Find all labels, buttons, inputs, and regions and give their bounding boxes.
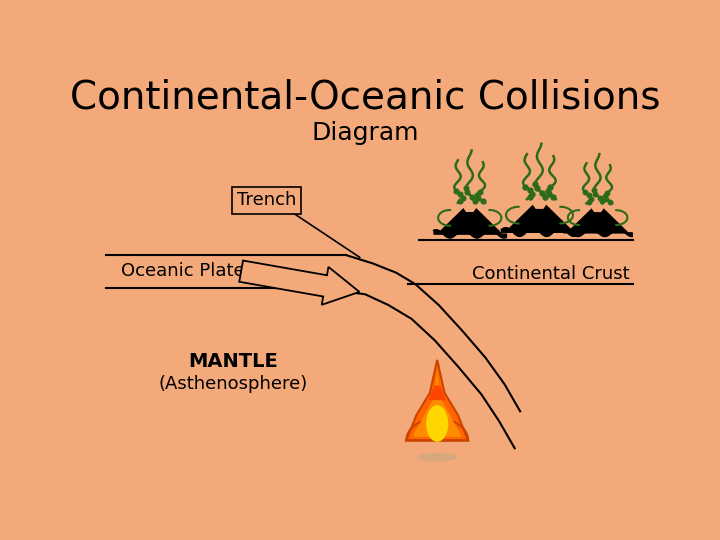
Polygon shape: [461, 203, 479, 211]
Text: MANTLE: MANTLE: [189, 352, 278, 371]
Polygon shape: [506, 199, 573, 232]
Text: Continental Crust: Continental Crust: [472, 265, 630, 284]
Polygon shape: [414, 371, 461, 437]
Text: Diagram: Diagram: [311, 120, 419, 145]
Polygon shape: [406, 360, 468, 440]
Polygon shape: [530, 199, 549, 208]
Text: Continental-Oceanic Collisions: Continental-Oceanic Collisions: [70, 78, 660, 116]
Text: Oceanic Plate: Oceanic Plate: [121, 262, 245, 280]
Text: (Asthenosphere): (Asthenosphere): [158, 375, 308, 393]
Polygon shape: [568, 204, 627, 232]
Polygon shape: [239, 260, 359, 305]
Polygon shape: [589, 204, 606, 211]
Ellipse shape: [426, 405, 449, 442]
Polygon shape: [438, 203, 501, 234]
Polygon shape: [428, 386, 446, 400]
Text: Trench: Trench: [237, 191, 297, 210]
Ellipse shape: [417, 453, 457, 462]
